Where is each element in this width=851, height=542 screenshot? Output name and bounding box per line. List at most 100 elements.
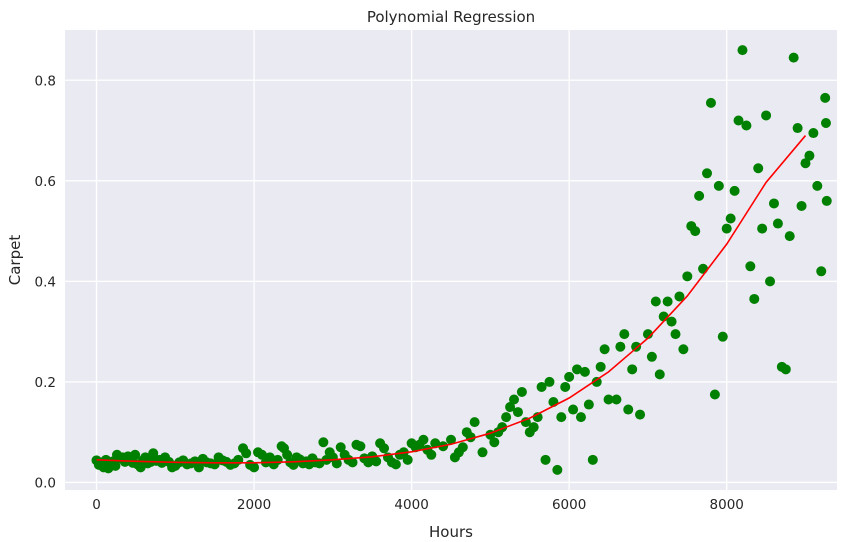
y-tick-label: 0.4: [35, 274, 56, 290]
scatter-point: [355, 441, 366, 452]
scatter-point: [583, 399, 594, 410]
scatter-point: [599, 344, 610, 355]
scatter-point: [516, 386, 527, 397]
scatter-point: [737, 45, 748, 56]
scatter-point: [457, 442, 468, 453]
scatter-point: [749, 293, 760, 304]
scatter-point: [572, 364, 583, 375]
scatter-point: [615, 341, 626, 352]
scatter-point: [721, 223, 732, 234]
scatter-point: [579, 366, 590, 377]
scatter-point: [249, 462, 260, 473]
scatter-point: [784, 231, 795, 242]
scatter-point: [110, 460, 121, 471]
scatter-point: [148, 448, 159, 459]
scatter-point: [611, 394, 622, 405]
scatter-point: [505, 402, 516, 413]
scatter-point: [528, 422, 539, 433]
scatter-point: [520, 417, 531, 428]
scatter-point: [446, 434, 456, 445]
y-axis-label: Carpet: [6, 235, 24, 286]
tick-labels: 0 2000 4000 6000 8000 0.0 0.2 0.4 0.6 0.8: [35, 73, 744, 513]
scatter-point: [379, 443, 390, 454]
grid: [65, 30, 837, 490]
scatter-point: [501, 412, 512, 423]
scatter-point: [418, 434, 429, 445]
scatter-point: [347, 457, 358, 468]
scatter-point: [674, 291, 685, 302]
y-tick-label: 0.6: [35, 174, 56, 190]
scatter-point: [717, 331, 728, 342]
x-tick-label: 0: [92, 497, 101, 513]
scatter-point: [788, 52, 799, 63]
scatter-point: [780, 364, 791, 375]
scatter-point: [540, 454, 551, 465]
scatter-point: [402, 454, 413, 465]
scatter-point: [591, 376, 602, 387]
scatter-point: [796, 200, 807, 211]
scatter-point: [705, 97, 716, 108]
scatter-point: [631, 341, 642, 352]
x-tick-label: 4000: [394, 497, 428, 513]
scatter-point: [556, 412, 567, 423]
scatter-point: [469, 417, 480, 428]
scatter-point: [489, 437, 500, 448]
scatter-point: [335, 442, 346, 453]
scatter-point: [698, 263, 709, 274]
scatter-point: [623, 404, 634, 415]
scatter-point: [646, 351, 657, 362]
scatter-point: [130, 449, 141, 460]
x-tick-label: 8000: [710, 497, 744, 513]
scatter-point: [792, 123, 803, 134]
scatter-point: [371, 456, 382, 467]
scatter-point: [564, 371, 575, 382]
scatter-point: [761, 110, 772, 121]
y-tick-label: 0.8: [35, 73, 56, 89]
scatter-point: [694, 190, 705, 201]
scatter-point: [741, 120, 752, 131]
scatter-point: [709, 389, 720, 400]
scatter-point: [568, 404, 579, 415]
scatter-point: [509, 394, 520, 405]
y-tick-label: 0.0: [35, 475, 56, 491]
scatter-point: [536, 381, 547, 392]
scatter-point: [757, 223, 768, 234]
scatter-point: [729, 185, 740, 196]
scatter-point: [193, 462, 204, 473]
scatter-point: [765, 276, 776, 287]
plot-area: [65, 30, 837, 490]
scatter-point: [820, 92, 831, 103]
scatter-point: [690, 226, 701, 237]
x-axis-label: Hours: [429, 523, 473, 541]
scatter-point: [256, 449, 267, 460]
scatter-point: [820, 118, 831, 129]
scatter-point: [627, 364, 638, 375]
scatter-point: [745, 261, 756, 272]
regression-line: [96, 135, 807, 464]
scatter-point: [678, 344, 689, 355]
scatter-point: [804, 150, 815, 161]
scatter-point: [654, 369, 665, 380]
scatter-point: [702, 168, 713, 179]
scatter-point: [821, 195, 832, 206]
scatter-point: [816, 266, 827, 277]
scatter-point: [595, 361, 606, 372]
scatter-point: [512, 407, 523, 418]
scatter-point: [725, 213, 736, 224]
scatter-point: [808, 128, 819, 139]
scatter-point: [272, 454, 283, 465]
scatter-point: [713, 180, 724, 191]
scatter-point: [670, 329, 681, 340]
scatter-point: [430, 438, 441, 449]
scatter-point: [282, 449, 293, 460]
scatter-point: [772, 218, 783, 229]
scatter-point: [477, 447, 488, 458]
scatter-point: [682, 271, 693, 282]
scatter-point: [544, 376, 555, 387]
scatter-point: [318, 437, 329, 448]
y-tick-label: 0.2: [35, 375, 56, 391]
scatter-point: [331, 458, 342, 469]
scatter-point: [666, 316, 677, 327]
x-tick-label: 6000: [552, 497, 586, 513]
